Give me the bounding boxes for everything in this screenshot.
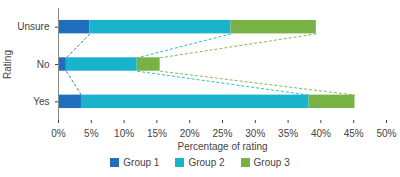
svg-text:40%: 40% [311,128,331,139]
svg-text:Yes: Yes [33,96,49,107]
svg-text:15%: 15% [147,128,167,139]
svg-text:35%: 35% [278,128,298,139]
svg-text:5%: 5% [84,128,99,139]
svg-text:25%: 25% [212,128,232,139]
html-text:Group 1: Group 1 [123,156,160,168]
svg-text:Unsure: Unsure [17,21,50,32]
svg-text:Percentage of rating: Percentage of rating [177,141,267,152]
html-text:Group 3: Group 3 [253,156,290,168]
svg-text:Rating: Rating [2,50,13,79]
svg-text:No: No [37,59,50,70]
svg-text:20%: 20% [180,128,200,139]
svg-text:30%: 30% [245,128,265,139]
svg-text:10%: 10% [114,128,134,139]
svg-text:0%: 0% [51,128,66,139]
html-text:Group 2: Group 2 [188,156,225,168]
svg-text:50%: 50% [376,128,396,139]
svg-text:45%: 45% [344,128,364,139]
